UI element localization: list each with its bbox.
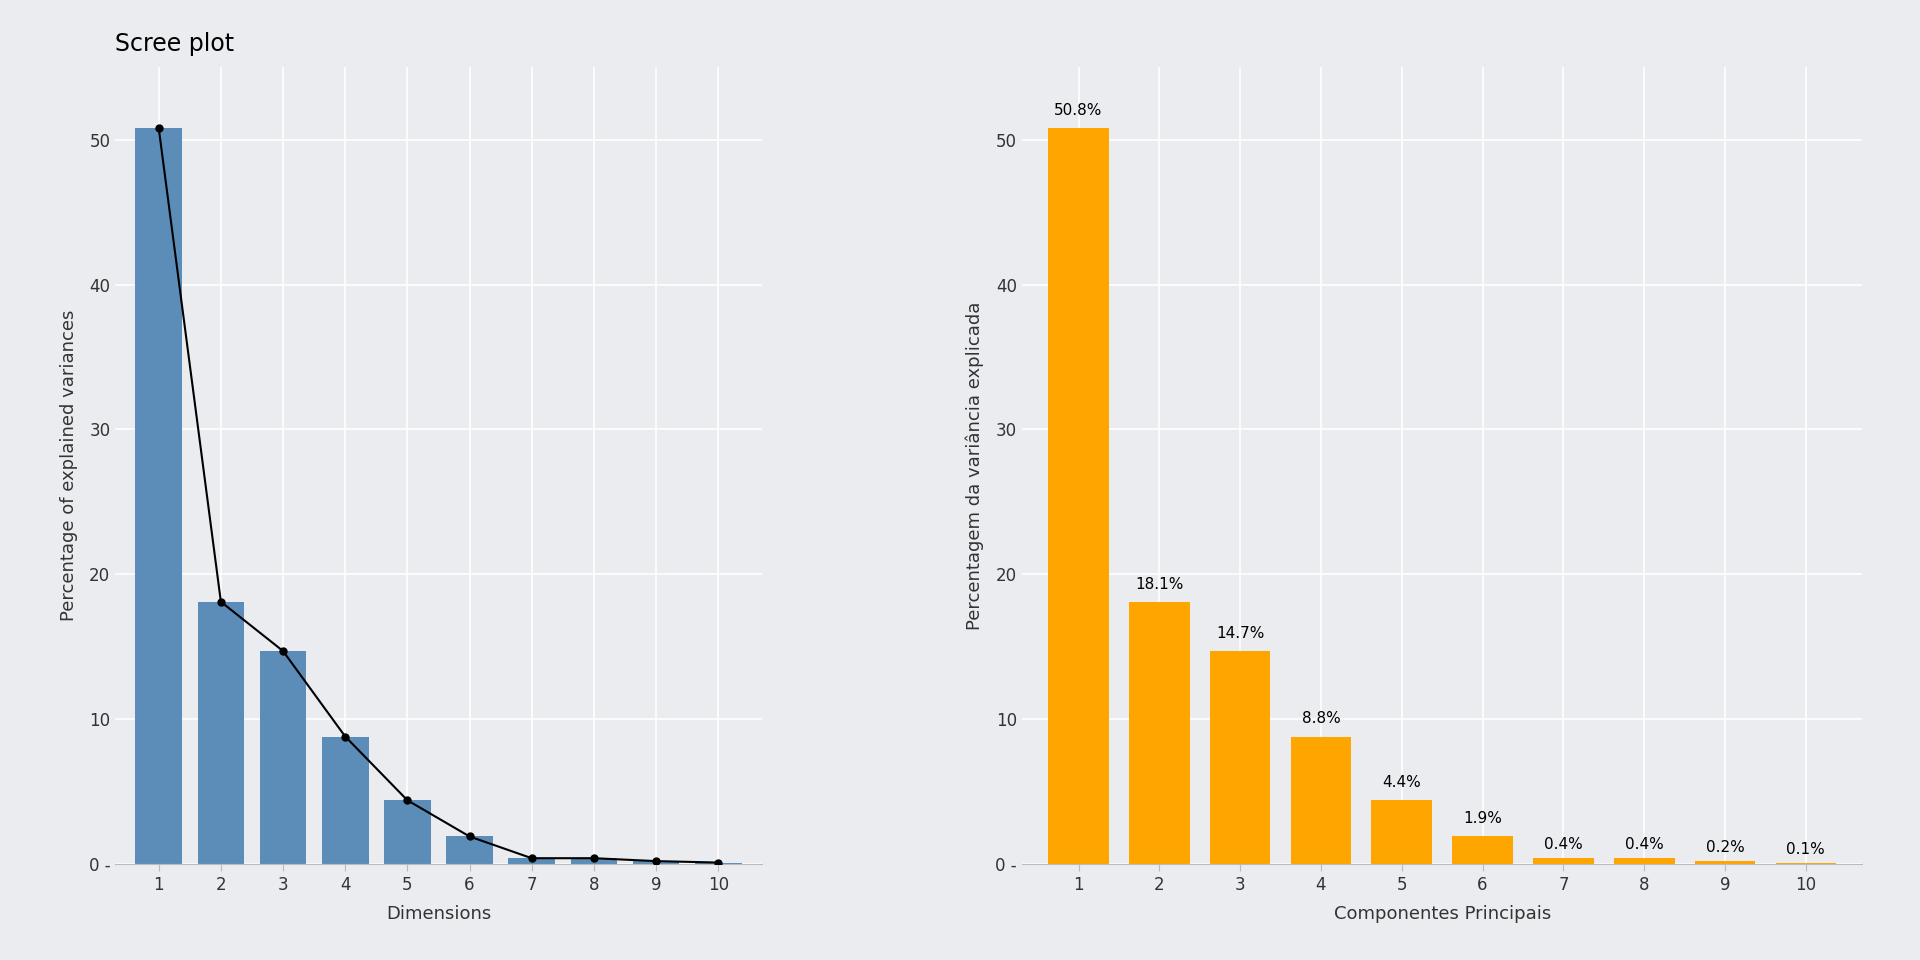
Bar xyxy=(198,602,244,864)
Text: 1.9%: 1.9% xyxy=(1463,811,1501,827)
Text: 0.1%: 0.1% xyxy=(1786,842,1826,856)
Bar xyxy=(1129,602,1190,864)
Bar xyxy=(1452,836,1513,864)
Bar xyxy=(695,862,741,864)
Text: Scree plot: Scree plot xyxy=(115,32,234,56)
Text: 18.1%: 18.1% xyxy=(1135,577,1183,591)
Text: 8.8%: 8.8% xyxy=(1302,711,1340,727)
Bar xyxy=(1695,861,1755,864)
Bar xyxy=(634,861,680,864)
Bar xyxy=(323,736,369,864)
Text: 50.8%: 50.8% xyxy=(1054,103,1102,118)
Bar xyxy=(259,651,307,864)
Text: 0.2%: 0.2% xyxy=(1705,840,1745,855)
Text: 0.4%: 0.4% xyxy=(1544,837,1582,852)
Bar xyxy=(509,858,555,864)
Bar xyxy=(1048,128,1110,864)
Text: 14.7%: 14.7% xyxy=(1215,626,1263,641)
Bar xyxy=(1210,651,1271,864)
Bar xyxy=(384,801,430,864)
Bar xyxy=(1776,862,1836,864)
Bar xyxy=(1290,736,1352,864)
Bar xyxy=(1615,858,1674,864)
Y-axis label: Percentage of explained variances: Percentage of explained variances xyxy=(60,310,77,621)
Bar xyxy=(570,858,616,864)
Text: 0.4%: 0.4% xyxy=(1624,837,1663,852)
X-axis label: Dimensions: Dimensions xyxy=(386,905,492,923)
Bar xyxy=(445,836,493,864)
Y-axis label: Percentagem da variância explicada: Percentagem da variância explicada xyxy=(966,301,985,630)
X-axis label: Componentes Principais: Componentes Principais xyxy=(1334,905,1551,923)
Bar xyxy=(1371,801,1432,864)
Text: 4.4%: 4.4% xyxy=(1382,775,1421,790)
Bar xyxy=(1532,858,1594,864)
Bar xyxy=(136,128,182,864)
